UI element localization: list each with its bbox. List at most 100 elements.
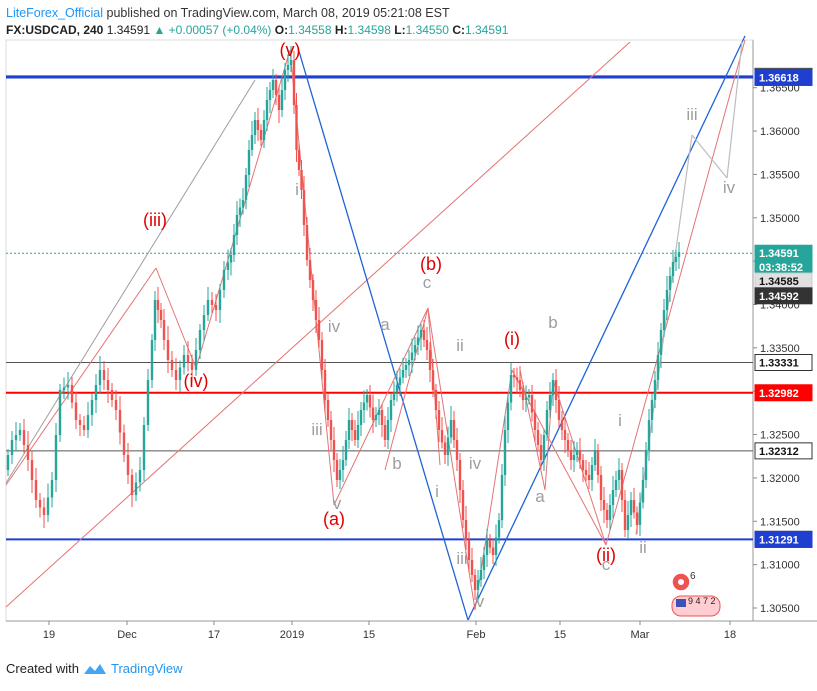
- time-tick-label: Feb: [467, 629, 486, 641]
- wave-label: v: [476, 592, 485, 611]
- candle-body: [202, 315, 206, 330]
- candle-body: [182, 355, 186, 368]
- time-tick-label: 15: [363, 629, 375, 641]
- wave-labels: (v)(iii)(iv)(b)(a)(i)(ii)cabiviiiviiiiiv…: [143, 40, 736, 611]
- candle-body: [374, 415, 378, 420]
- candle-body: [326, 400, 330, 420]
- author-link[interactable]: LiteForex_Official: [6, 6, 104, 20]
- candle-body: [563, 430, 567, 440]
- candle-body: [578, 450, 582, 460]
- candle-body: [434, 390, 438, 410]
- candle-body: [365, 395, 369, 403]
- price-change: +0.00057 (+0.04%): [168, 23, 272, 37]
- price-tick-label: 1.31500: [760, 516, 800, 528]
- time-tick-label: 2019: [280, 629, 304, 641]
- trend-line: [297, 47, 469, 621]
- high-label: H:: [334, 23, 348, 37]
- candle-body: [146, 380, 150, 425]
- candle-body: [229, 255, 233, 263]
- price-tag-label: 1.32312: [759, 446, 799, 458]
- candle-body: [458, 460, 462, 490]
- time-tick-label: 19: [43, 629, 55, 641]
- candle-body: [156, 300, 160, 310]
- candle-body: [413, 345, 417, 353]
- candle-body: [198, 330, 202, 350]
- candle-body: [671, 262, 675, 276]
- time-tick-label: 17: [208, 629, 220, 641]
- trend-line: [691, 134, 728, 179]
- candle-body: [452, 420, 456, 440]
- candle-body: [10, 440, 14, 455]
- trend-line: [605, 39, 746, 546]
- candle-body: [159, 310, 163, 320]
- candle-body: [353, 430, 357, 440]
- candle-body: [235, 215, 239, 235]
- candle-body: [497, 520, 501, 538]
- candle-body: [509, 375, 513, 403]
- footer: Created with TradingView: [6, 661, 183, 676]
- candle-body: [86, 415, 90, 430]
- tradingview-brand[interactable]: TradingView: [110, 661, 183, 676]
- price-tag: [754, 287, 813, 305]
- candle-body: [271, 80, 275, 90]
- candle-body: [668, 276, 672, 290]
- wave-label: b: [392, 454, 401, 473]
- candle-body: [283, 70, 287, 90]
- usa-flag-icon: [676, 599, 686, 607]
- candle-body: [530, 395, 534, 413]
- candle-body: [656, 355, 660, 380]
- candle-body: [470, 560, 474, 575]
- candle-body: [138, 470, 142, 483]
- candle-body: [407, 360, 411, 365]
- candle-body: [323, 370, 327, 400]
- candle-body: [440, 430, 444, 443]
- candle-body: [134, 482, 138, 495]
- candle-body: [626, 515, 630, 530]
- candle-body: [593, 450, 597, 465]
- price-tag-label: 03:38:52: [759, 262, 803, 274]
- trend-line: [467, 35, 746, 621]
- candle-body: [98, 370, 102, 385]
- candle-body: [356, 425, 360, 440]
- candle-body: [515, 377, 519, 380]
- candle-body: [218, 290, 222, 310]
- candle-body: [341, 460, 345, 470]
- published-text: published on TradingView.com, March 08, …: [106, 6, 450, 20]
- wave-label: (b): [420, 254, 442, 274]
- candle-body: [222, 270, 226, 290]
- candle-body: [476, 580, 480, 590]
- candle-body: [524, 397, 528, 400]
- candle-body: [584, 470, 588, 475]
- candle-body: [286, 65, 290, 70]
- candle-body: [320, 340, 324, 370]
- candle-body: [90, 400, 94, 415]
- wave-label: iv: [723, 178, 736, 197]
- candle-body: [259, 130, 263, 140]
- candle-body: [647, 420, 651, 450]
- candle-body: [398, 377, 402, 385]
- candle-body: [488, 540, 492, 548]
- candle-body: [18, 430, 22, 435]
- candle-body: [371, 407, 375, 420]
- wave-label: i: [295, 180, 299, 199]
- candle-body: [297, 150, 301, 170]
- wave-label: i: [618, 411, 622, 430]
- candle-body: [74, 402, 78, 420]
- symbol-name: FX:USDCAD, 240: [6, 23, 104, 37]
- candle-body: [210, 300, 214, 305]
- candle-body: [50, 480, 54, 498]
- candle-body: [518, 380, 522, 390]
- candle-body: [214, 305, 218, 310]
- candle-body: [178, 367, 182, 380]
- horizontal-levels: [6, 75, 753, 541]
- candle-body: [305, 225, 309, 260]
- candle-body: [659, 330, 663, 355]
- candle-body: [548, 395, 552, 410]
- candle-body: [82, 425, 86, 430]
- price-tick-label: 1.36000: [760, 126, 800, 138]
- candle-body: [38, 500, 42, 508]
- event-digits: 9 4 7 2: [688, 596, 716, 606]
- candle-body: [602, 500, 606, 510]
